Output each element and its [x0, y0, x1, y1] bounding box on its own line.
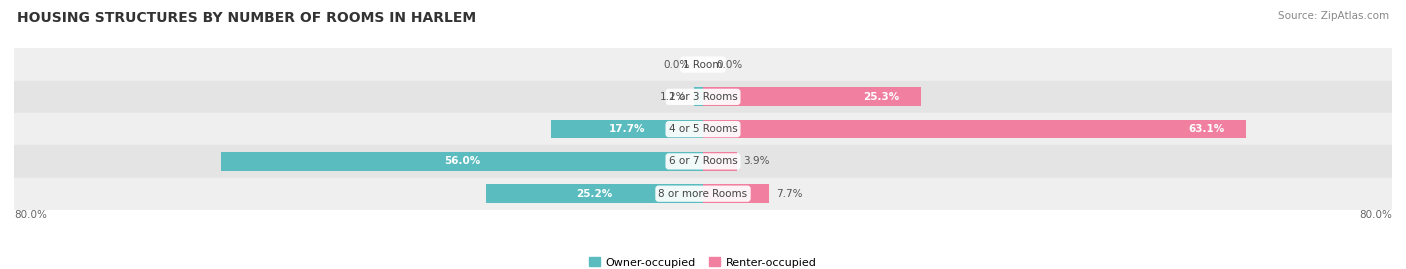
Bar — [703, 120, 1246, 139]
Text: 2 or 3 Rooms: 2 or 3 Rooms — [669, 92, 737, 102]
Text: 4 or 5 Rooms: 4 or 5 Rooms — [669, 124, 737, 134]
Text: 1.1%: 1.1% — [661, 92, 686, 102]
Text: 17.7%: 17.7% — [609, 124, 645, 134]
Bar — [14, 81, 1392, 113]
Bar — [693, 87, 703, 106]
Bar — [14, 48, 1392, 81]
Text: HOUSING STRUCTURES BY NUMBER OF ROOMS IN HARLEM: HOUSING STRUCTURES BY NUMBER OF ROOMS IN… — [17, 11, 477, 25]
Bar — [14, 113, 1392, 145]
Text: 80.0%: 80.0% — [14, 210, 46, 221]
Text: 6 or 7 Rooms: 6 or 7 Rooms — [669, 156, 737, 167]
Text: 0.0%: 0.0% — [664, 59, 690, 70]
Bar — [703, 152, 737, 171]
Text: 7.7%: 7.7% — [776, 189, 803, 199]
Text: 56.0%: 56.0% — [444, 156, 479, 167]
Bar — [486, 184, 703, 203]
Text: 3.9%: 3.9% — [744, 156, 770, 167]
Bar — [703, 87, 921, 106]
Text: 25.3%: 25.3% — [863, 92, 900, 102]
Bar — [14, 145, 1392, 178]
Text: 8 or more Rooms: 8 or more Rooms — [658, 189, 748, 199]
Text: 80.0%: 80.0% — [1360, 210, 1392, 221]
Bar — [221, 152, 703, 171]
Text: 1 Room: 1 Room — [683, 59, 723, 70]
Text: 25.2%: 25.2% — [576, 189, 613, 199]
Text: 0.0%: 0.0% — [716, 59, 742, 70]
Legend: Owner-occupied, Renter-occupied: Owner-occupied, Renter-occupied — [585, 253, 821, 269]
Text: Source: ZipAtlas.com: Source: ZipAtlas.com — [1278, 11, 1389, 21]
Bar — [14, 178, 1392, 210]
Text: 63.1%: 63.1% — [1188, 124, 1225, 134]
Bar — [703, 184, 769, 203]
Bar — [551, 120, 703, 139]
